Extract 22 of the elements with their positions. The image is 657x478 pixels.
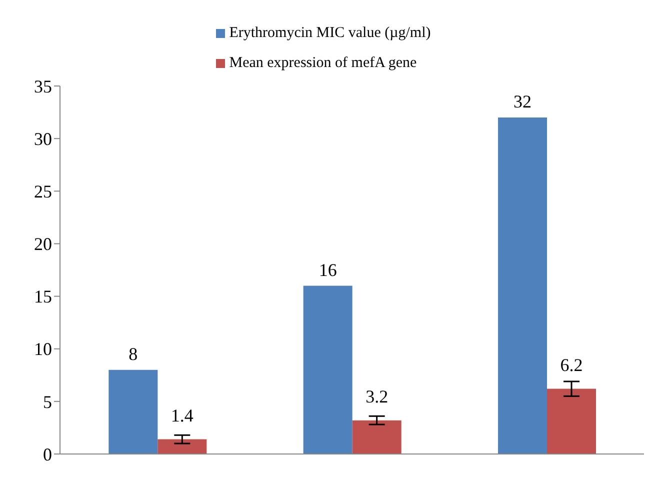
bar xyxy=(498,118,547,454)
bar xyxy=(547,388,596,454)
data-label: 1.4 xyxy=(170,405,194,426)
data-label: 8 xyxy=(128,344,138,364)
y-tick-label: 15 xyxy=(34,286,52,307)
bar xyxy=(158,439,207,454)
y-tick-label: 0 xyxy=(43,444,52,464)
bar xyxy=(108,370,158,454)
y-tick-label: 35 xyxy=(34,76,52,96)
legend-label: Erythromycin MIC value (µg/ml) xyxy=(229,25,431,41)
data-label: 32 xyxy=(514,92,532,112)
legend-label: Mean expression of mefA gene xyxy=(229,55,417,71)
bar xyxy=(303,286,352,454)
y-tick-label: 5 xyxy=(43,392,52,412)
y-tick-label: 20 xyxy=(34,234,52,254)
data-label: 16 xyxy=(318,260,337,280)
bar xyxy=(352,420,402,454)
y-tick-label: 30 xyxy=(34,128,52,149)
y-tick-label: 10 xyxy=(34,339,52,360)
data-label: 6.2 xyxy=(560,354,583,375)
y-tick-label: 25 xyxy=(34,182,52,202)
data-label: 3.2 xyxy=(366,386,388,406)
